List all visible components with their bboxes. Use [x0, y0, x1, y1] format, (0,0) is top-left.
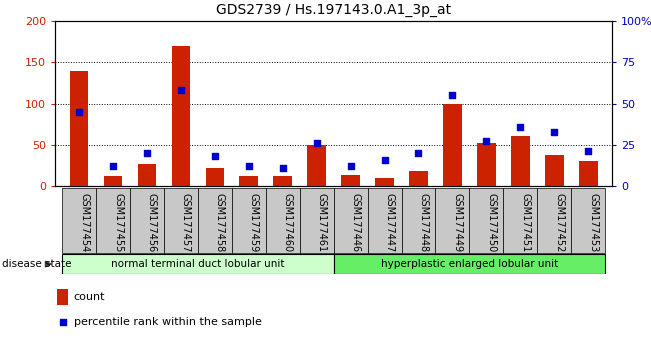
- Point: [176, 87, 186, 93]
- Bar: [299, 188, 333, 253]
- Point: [74, 109, 84, 115]
- Text: percentile rank within the sample: percentile rank within the sample: [74, 318, 262, 327]
- Bar: [375, 178, 394, 186]
- Bar: [266, 188, 299, 253]
- Text: GSM177455: GSM177455: [113, 193, 123, 252]
- Title: GDS2739 / Hs.197143.0.A1_3p_at: GDS2739 / Hs.197143.0.A1_3p_at: [216, 4, 451, 17]
- Bar: [537, 188, 571, 253]
- Bar: [503, 188, 537, 253]
- Text: GSM177457: GSM177457: [181, 193, 191, 252]
- Bar: [477, 143, 495, 186]
- Bar: [443, 104, 462, 186]
- Text: GSM177456: GSM177456: [147, 193, 157, 252]
- Point: [142, 150, 152, 156]
- Text: GSM177459: GSM177459: [249, 193, 259, 252]
- Bar: [436, 188, 469, 253]
- Text: GSM177454: GSM177454: [79, 193, 89, 252]
- Point: [311, 140, 322, 146]
- Bar: [198, 188, 232, 253]
- Bar: [368, 188, 402, 253]
- Bar: [206, 168, 224, 186]
- Text: GSM177461: GSM177461: [316, 193, 327, 252]
- Bar: [137, 164, 156, 186]
- Bar: [571, 188, 605, 253]
- Point: [380, 157, 390, 162]
- Text: GSM177453: GSM177453: [589, 193, 598, 252]
- Bar: [579, 161, 598, 186]
- Bar: [273, 176, 292, 186]
- Bar: [104, 176, 122, 186]
- Text: GSM177460: GSM177460: [283, 193, 293, 252]
- Point: [243, 163, 254, 169]
- Text: GSM177451: GSM177451: [520, 193, 531, 252]
- Text: disease state: disease state: [2, 259, 72, 269]
- Bar: [402, 188, 436, 253]
- Bar: [164, 188, 198, 253]
- Bar: [62, 254, 333, 274]
- Bar: [341, 175, 360, 186]
- Text: normal terminal duct lobular unit: normal terminal duct lobular unit: [111, 259, 284, 269]
- Text: GSM177447: GSM177447: [385, 193, 395, 252]
- Bar: [409, 171, 428, 186]
- Point: [583, 148, 594, 154]
- Text: count: count: [74, 292, 105, 302]
- Point: [447, 92, 458, 98]
- Point: [210, 153, 220, 159]
- Point: [277, 165, 288, 171]
- Text: GSM177446: GSM177446: [351, 193, 361, 252]
- Point: [346, 163, 356, 169]
- Bar: [130, 188, 164, 253]
- Bar: [240, 176, 258, 186]
- Point: [57, 320, 68, 325]
- Point: [413, 150, 424, 156]
- Bar: [333, 254, 605, 274]
- Text: GSM177450: GSM177450: [486, 193, 496, 252]
- Point: [108, 163, 118, 169]
- Text: GSM177449: GSM177449: [452, 193, 462, 252]
- Point: [549, 129, 559, 135]
- Bar: [57, 289, 68, 305]
- Bar: [545, 155, 564, 186]
- Point: [515, 124, 525, 130]
- Text: GSM177452: GSM177452: [554, 193, 564, 252]
- Bar: [96, 188, 130, 253]
- Text: hyperplastic enlarged lobular unit: hyperplastic enlarged lobular unit: [381, 259, 558, 269]
- Bar: [469, 188, 503, 253]
- Bar: [511, 136, 530, 186]
- Bar: [333, 188, 368, 253]
- Bar: [307, 145, 326, 186]
- Text: GSM177458: GSM177458: [215, 193, 225, 252]
- Bar: [232, 188, 266, 253]
- Bar: [172, 46, 190, 186]
- Text: GSM177448: GSM177448: [419, 193, 428, 252]
- Bar: [62, 188, 96, 253]
- Bar: [70, 71, 89, 186]
- Point: [481, 138, 492, 144]
